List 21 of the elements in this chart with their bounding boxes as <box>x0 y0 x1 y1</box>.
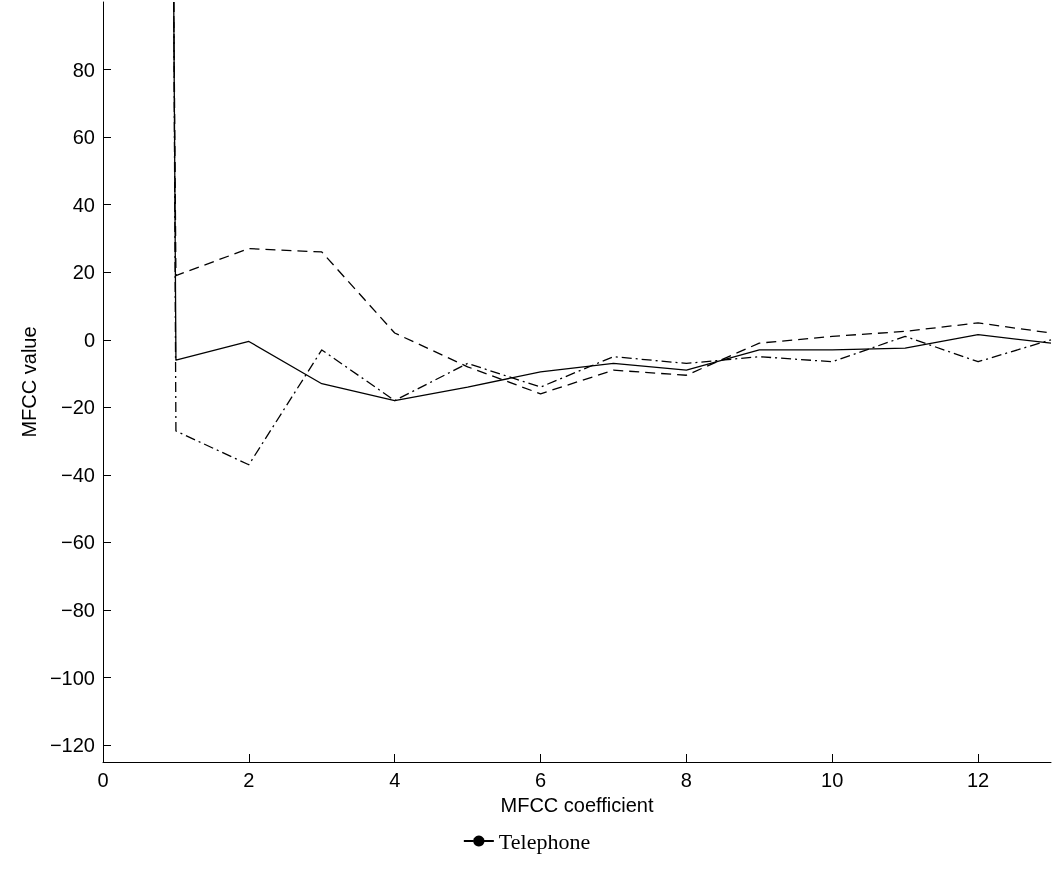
x-tick-label: 6 <box>534 769 547 791</box>
x-tick-label: 2 <box>243 769 255 791</box>
x-tick-label: 10 <box>821 769 844 791</box>
y-axis-title: MFCC value <box>18 326 41 438</box>
y-tick-label: −100 <box>49 666 95 689</box>
y-tick-label: −80 <box>61 599 95 621</box>
y-tick-label: −20 <box>61 396 95 419</box>
y-tick-label: 80 <box>72 58 95 81</box>
y-tick-label: −120 <box>49 734 95 757</box>
x-tick-label: 4 <box>389 769 401 791</box>
x-tick-label: 8 <box>680 769 692 791</box>
y-tick-label: 0 <box>83 328 95 351</box>
y-tick-label: 40 <box>72 193 95 216</box>
x-tick-label: 0 <box>97 769 109 791</box>
x-axis-title: MFCC coefficient <box>500 793 654 816</box>
y-tick-label: 20 <box>72 261 95 284</box>
y-tick-label: 60 <box>72 126 95 149</box>
y-tick-label: −60 <box>61 531 95 554</box>
x-tick-label: 12 <box>966 769 990 791</box>
y-tick-label: −40 <box>61 463 95 486</box>
legend-label: Telephone <box>498 828 591 854</box>
